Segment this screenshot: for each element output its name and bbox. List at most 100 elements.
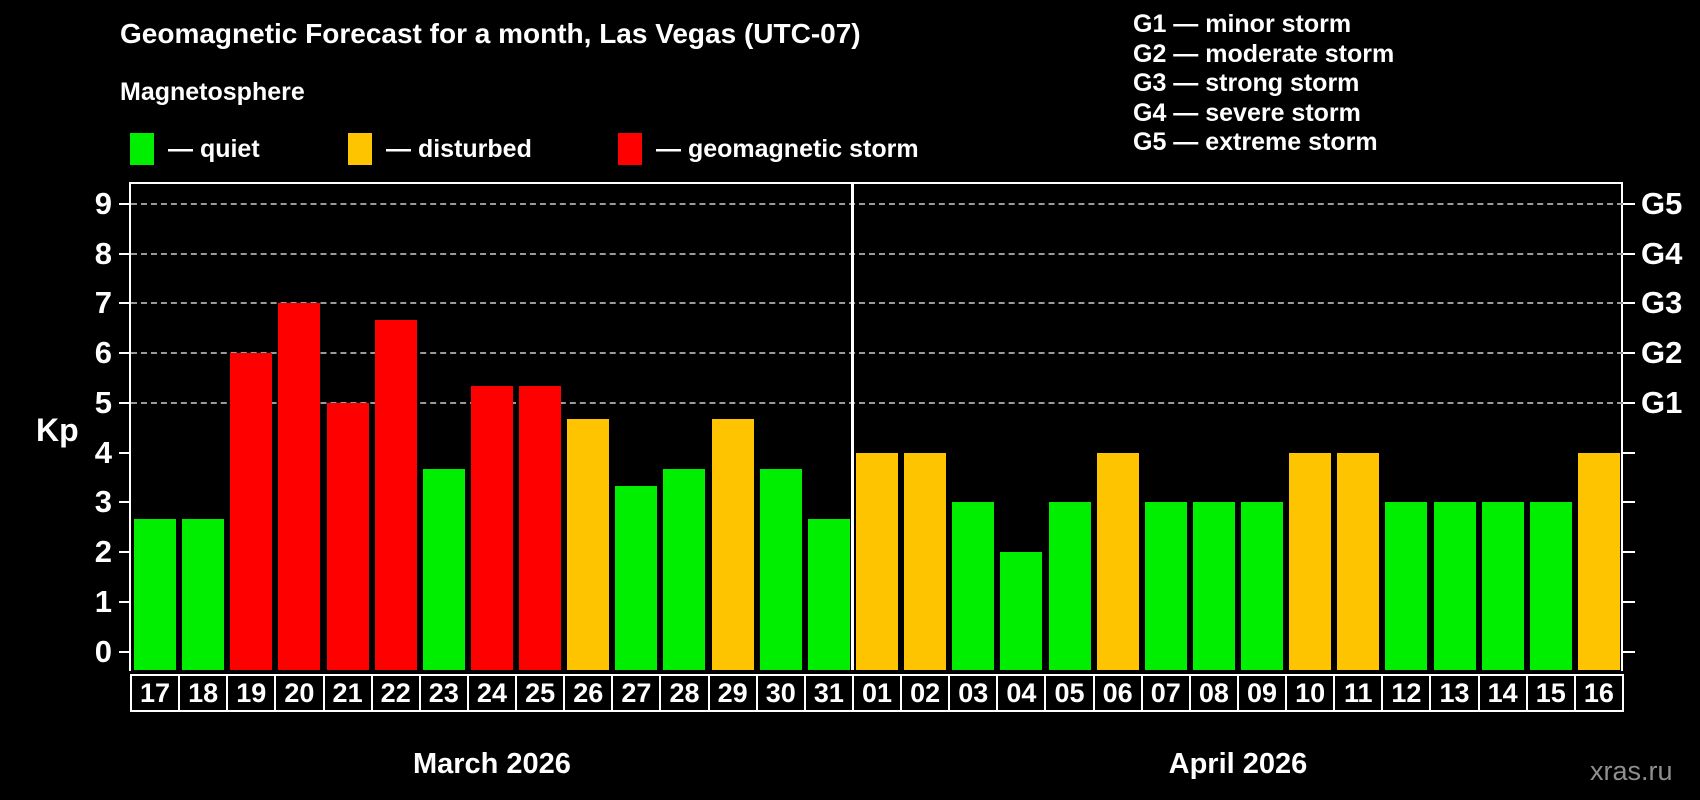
page-title: Geomagnetic Forecast for a month, Las Ve…: [120, 18, 861, 49]
left-tick-kp3: [119, 501, 131, 504]
day-label-13: 13: [1429, 674, 1480, 712]
kp-bar-day-31: [807, 518, 850, 670]
left-tick-kp4: [119, 451, 131, 454]
kp-bar-day-10: [1289, 452, 1332, 670]
kp-bar-day-06: [1096, 452, 1139, 670]
kp-bar-day-19: [230, 353, 273, 670]
day-label-10: 10: [1285, 674, 1336, 712]
month-divider: [851, 184, 855, 670]
day-label-26: 26: [563, 674, 614, 712]
kp-bar-day-14: [1481, 502, 1524, 670]
day-label-14: 14: [1477, 674, 1528, 712]
day-label-03: 03: [948, 674, 999, 712]
day-label-05: 05: [1044, 674, 1095, 712]
kp-bar-day-26: [567, 419, 610, 670]
day-label-16: 16: [1573, 674, 1624, 712]
right-tick-kp5: [1623, 401, 1635, 404]
g3-legend-line: G3 — strong storm: [1133, 69, 1360, 98]
day-label-08: 08: [1188, 674, 1239, 712]
kp-bar-day-20: [278, 303, 321, 670]
quiet-color-swatch: [130, 133, 154, 165]
kp-bar-day-04: [1000, 552, 1043, 670]
kp-bar-day-07: [1144, 502, 1187, 670]
day-label-29: 29: [707, 674, 758, 712]
kp-bar-day-03: [952, 502, 995, 670]
g-scale-legend: G1 — minor storm G2 — moderate storm G3 …: [1133, 10, 1394, 158]
g1-legend-line: G1 — minor storm: [1133, 10, 1352, 38]
y-tick-label: 4: [94, 434, 112, 470]
day-label-06: 06: [1092, 674, 1143, 712]
y-tick-label: 7: [94, 285, 112, 321]
right-tick-kp4: [1623, 451, 1635, 454]
left-tick-kp2: [119, 551, 131, 554]
day-label-07: 07: [1140, 674, 1191, 712]
kp-bar-day-08: [1192, 502, 1235, 670]
day-label-15: 15: [1525, 674, 1576, 712]
kp-bar-day-17: [134, 518, 177, 670]
y-tick-label: 6: [94, 335, 112, 371]
day-label-28: 28: [659, 674, 710, 712]
y-tick-label: 9: [94, 185, 112, 221]
right-tick-kp3: [1623, 501, 1635, 504]
y-tick-label: 3: [94, 484, 112, 520]
month-label-0: March 2026: [412, 748, 571, 780]
kp-bar-day-05: [1048, 502, 1091, 670]
left-tick-kp5: [119, 401, 131, 404]
right-tick-kp1: [1623, 600, 1635, 603]
day-label-01: 01: [851, 674, 903, 712]
magnetosphere-label: Magnetosphere: [120, 78, 305, 106]
legend-label-quiet: — quiet: [168, 134, 260, 163]
kp-axis-title: Kp: [36, 412, 79, 448]
g2-legend-line: G2 — moderate storm: [1133, 39, 1395, 68]
y-tick-label: 8: [94, 235, 112, 271]
right-tick-kp0: [1623, 650, 1635, 653]
kp-bar-day-13: [1433, 502, 1476, 670]
kp-bar-day-12: [1385, 502, 1428, 670]
y-tick-label: 5: [94, 384, 112, 420]
storm-color-swatch: [618, 133, 642, 165]
g-scale-label-g2: G2: [1641, 335, 1683, 371]
day-label-31: 31: [803, 674, 854, 712]
gridline-kp5: [131, 401, 1623, 404]
day-label-22: 22: [370, 674, 421, 712]
legend-item-disturbed: — disturbed: [348, 132, 532, 166]
y-tick-label: 1: [94, 583, 112, 619]
month-label-1: April 2026: [1168, 748, 1308, 780]
kp-bar-day-28: [663, 468, 706, 670]
kp-bar-day-18: [182, 518, 225, 670]
day-label-20: 20: [274, 674, 325, 712]
kp-bar-day-16: [1577, 452, 1620, 670]
kp-bar-day-22: [374, 319, 417, 670]
kp-bar-day-15: [1529, 502, 1572, 670]
kp-bar-day-23: [422, 468, 465, 670]
day-label-18: 18: [178, 674, 229, 712]
day-label-25: 25: [515, 674, 566, 712]
left-tick-kp6: [119, 352, 131, 355]
plot-area-frame: [129, 182, 1623, 671]
gridline-kp6: [131, 352, 1623, 355]
kp-bar-day-25: [519, 386, 562, 670]
g-scale-label-g1: G1: [1641, 384, 1683, 420]
day-label-12: 12: [1381, 674, 1432, 712]
right-tick-kp7: [1623, 302, 1635, 305]
kp-bar-day-09: [1241, 502, 1284, 670]
day-label-11: 11: [1333, 674, 1384, 712]
g-scale-label-g5: G5: [1641, 185, 1683, 221]
day-label-27: 27: [611, 674, 662, 712]
day-label-19: 19: [226, 674, 277, 712]
disturbed-color-swatch: [348, 133, 372, 165]
day-label-09: 09: [1236, 674, 1288, 712]
right-tick-kp8: [1623, 252, 1635, 255]
right-tick-kp9: [1623, 202, 1635, 205]
y-tick-label: 2: [94, 534, 112, 570]
legend-label-disturbed: — disturbed: [386, 134, 532, 163]
day-label-04: 04: [996, 674, 1047, 712]
legend-label-storm: — geomagnetic storm: [656, 134, 919, 163]
kp-bar-day-30: [759, 468, 802, 670]
left-tick-kp9: [119, 202, 131, 205]
left-tick-kp8: [119, 252, 131, 255]
kp-bar-day-11: [1337, 452, 1380, 670]
legend-item-quiet: — quiet: [130, 132, 260, 166]
watermark: xras.ru: [1590, 756, 1673, 786]
gridline-kp7: [131, 302, 1623, 305]
